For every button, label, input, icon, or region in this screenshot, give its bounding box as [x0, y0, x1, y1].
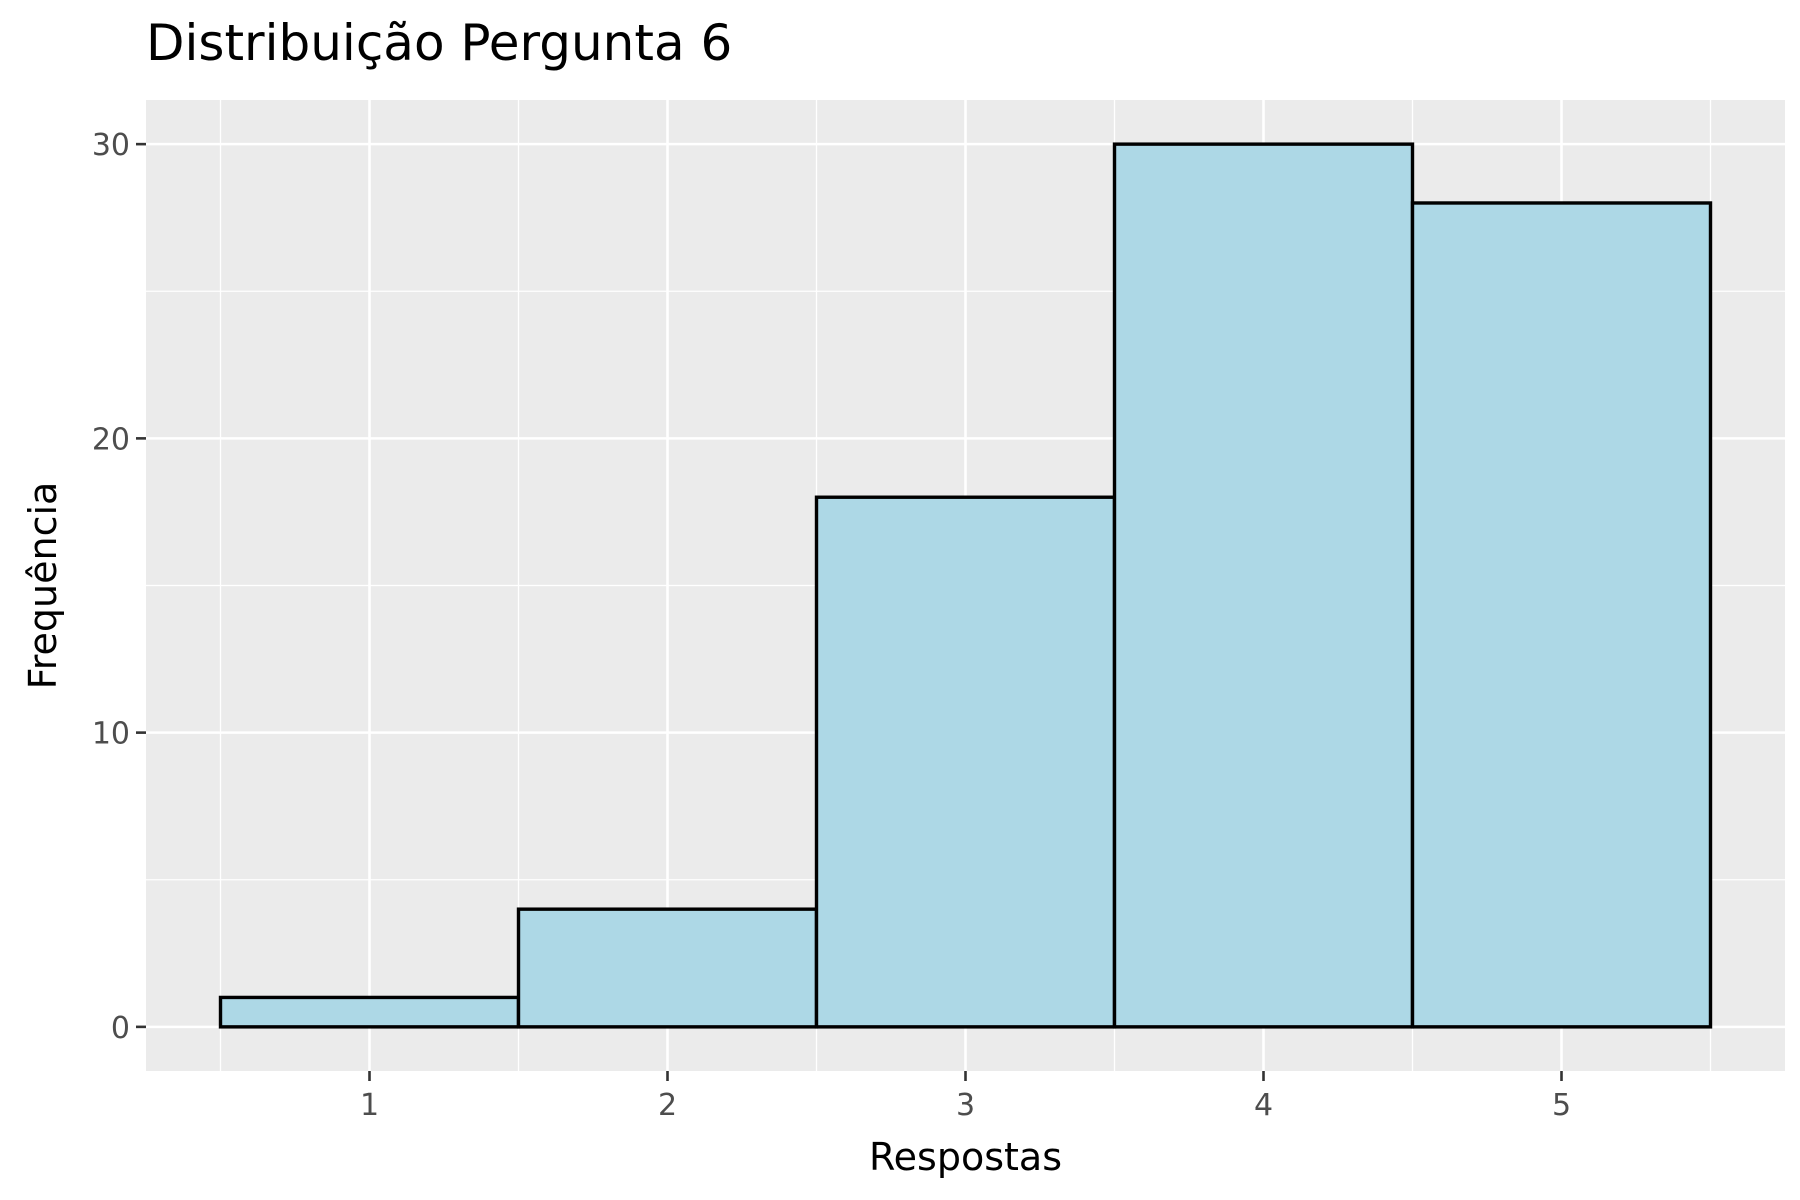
y-tick-label: 0 [111, 1011, 130, 1046]
y-axis: 0 10 20 30 [92, 128, 146, 1046]
x-axis-title: Respostas [869, 1135, 1062, 1179]
y-tick-label: 30 [92, 128, 130, 163]
bar-3 [814, 495, 1117, 1029]
bar-1 [218, 995, 521, 1029]
x-tick-label: 2 [658, 1088, 677, 1123]
bar-2 [516, 907, 819, 1029]
x-tick-label: 5 [1552, 1088, 1571, 1123]
x-tick-label: 1 [360, 1088, 379, 1123]
bar-5 [1410, 201, 1713, 1029]
chart-title: Distribuição Pergunta 6 [146, 14, 733, 72]
y-tick-label: 10 [92, 717, 130, 752]
bars [218, 142, 1713, 1029]
x-tick-label: 3 [956, 1088, 975, 1123]
y-tick-label: 20 [92, 422, 130, 457]
x-tick-label: 4 [1254, 1088, 1273, 1123]
x-axis: 1 2 3 4 5 [360, 1071, 1571, 1123]
bar-4 [1112, 142, 1415, 1029]
y-axis-title: Frequência [21, 482, 65, 690]
